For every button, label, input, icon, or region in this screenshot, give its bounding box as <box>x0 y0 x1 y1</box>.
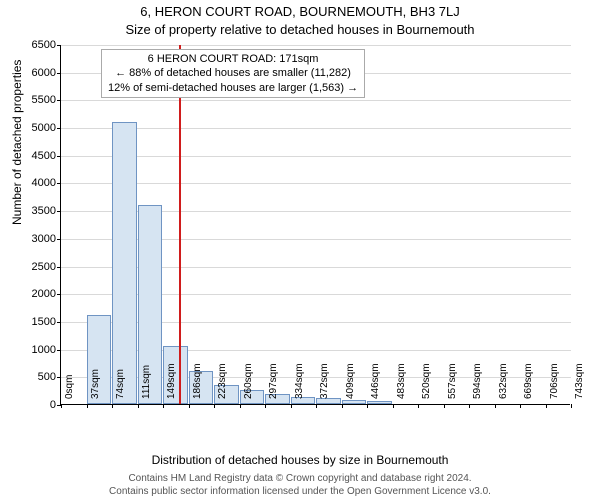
x-tick <box>444 404 445 408</box>
y-tick <box>57 322 61 323</box>
y-tick-label: 3500 <box>21 205 56 217</box>
x-tick-label: 557sqm <box>447 363 458 399</box>
y-tick-label: 2000 <box>21 288 56 300</box>
gridline <box>61 45 571 46</box>
gridline <box>61 100 571 101</box>
histogram-bar <box>367 401 392 404</box>
x-tick-label: 223sqm <box>217 363 228 399</box>
x-tick-label: 483sqm <box>396 363 407 399</box>
y-tick <box>57 73 61 74</box>
x-tick <box>87 404 88 408</box>
x-tick <box>418 404 419 408</box>
x-tick <box>495 404 496 408</box>
y-tick <box>57 156 61 157</box>
y-tick-label: 5500 <box>21 94 56 106</box>
x-tick-label: 149sqm <box>166 363 177 399</box>
x-tick-label: 446sqm <box>370 363 381 399</box>
x-tick <box>367 404 368 408</box>
plot-area: 0500100015002000250030003500400045005000… <box>60 45 570 405</box>
y-axis-title: Number of detached properties <box>10 60 24 225</box>
callout-line: ← 88% of detached houses are smaller (11… <box>108 66 358 80</box>
y-tick-label: 6000 <box>21 67 56 79</box>
chart-title-line1: 6, HERON COURT ROAD, BOURNEMOUTH, BH3 7L… <box>0 4 600 19</box>
x-tick <box>316 404 317 408</box>
y-tick <box>57 100 61 101</box>
y-tick-label: 1500 <box>21 316 56 328</box>
x-tick <box>138 404 139 408</box>
x-axis-title: Distribution of detached houses by size … <box>0 453 600 467</box>
callout-line: 12% of semi-detached houses are larger (… <box>108 81 358 95</box>
y-tick <box>57 350 61 351</box>
x-tick <box>214 404 215 408</box>
x-tick <box>546 404 547 408</box>
x-tick <box>393 404 394 408</box>
x-tick-label: 186sqm <box>192 363 203 399</box>
x-tick <box>112 404 113 408</box>
y-tick <box>57 211 61 212</box>
x-tick-label: 409sqm <box>345 363 356 399</box>
x-tick-label: 743sqm <box>574 363 585 399</box>
y-tick <box>57 183 61 184</box>
y-tick-label: 6500 <box>21 39 56 51</box>
y-tick-label: 500 <box>21 371 56 383</box>
footer-line1: Contains HM Land Registry data © Crown c… <box>0 473 600 484</box>
x-tick-label: 669sqm <box>523 363 534 399</box>
y-tick <box>57 377 61 378</box>
x-tick <box>469 404 470 408</box>
x-tick <box>342 404 343 408</box>
y-tick-label: 3000 <box>21 233 56 245</box>
x-tick <box>520 404 521 408</box>
y-tick <box>57 45 61 46</box>
gridline <box>61 183 571 184</box>
x-tick-label: 37sqm <box>90 369 101 399</box>
y-tick <box>57 128 61 129</box>
y-tick <box>57 267 61 268</box>
chart-title-line2: Size of property relative to detached ho… <box>0 22 600 37</box>
x-tick-label: 520sqm <box>421 363 432 399</box>
callout-box: 6 HERON COURT ROAD: 171sqm← 88% of detac… <box>101 49 365 98</box>
y-tick-label: 4000 <box>21 177 56 189</box>
y-tick-label: 0 <box>21 399 56 411</box>
chart-container: 6, HERON COURT ROAD, BOURNEMOUTH, BH3 7L… <box>0 0 600 500</box>
marker-line <box>179 45 181 404</box>
x-tick <box>61 404 62 408</box>
gridline <box>61 128 571 129</box>
x-tick-label: 111sqm <box>141 365 152 399</box>
x-tick <box>291 404 292 408</box>
footer-line2: Contains public sector information licen… <box>0 486 600 497</box>
x-tick-label: 594sqm <box>472 363 483 399</box>
callout-line: 6 HERON COURT ROAD: 171sqm <box>108 52 358 66</box>
x-tick <box>189 404 190 408</box>
x-tick-label: 632sqm <box>498 363 509 399</box>
x-tick-label: 372sqm <box>319 363 330 399</box>
histogram-bar <box>342 400 367 404</box>
x-tick <box>571 404 572 408</box>
x-tick <box>240 404 241 408</box>
x-tick-label: 74sqm <box>115 369 126 399</box>
x-tick-label: 706sqm <box>549 363 560 399</box>
x-tick-label: 297sqm <box>268 363 279 399</box>
x-tick <box>163 404 164 408</box>
gridline <box>61 156 571 157</box>
y-tick-label: 4500 <box>21 150 56 162</box>
x-tick-label: 0sqm <box>64 375 75 399</box>
y-tick-label: 5000 <box>21 122 56 134</box>
y-tick-label: 1000 <box>21 344 56 356</box>
x-tick-label: 334sqm <box>294 363 305 399</box>
y-tick <box>57 294 61 295</box>
y-tick-label: 2500 <box>21 261 56 273</box>
x-tick <box>265 404 266 408</box>
y-tick <box>57 239 61 240</box>
histogram-bar <box>112 122 137 404</box>
histogram-bar <box>316 398 341 404</box>
x-tick-label: 260sqm <box>243 363 254 399</box>
